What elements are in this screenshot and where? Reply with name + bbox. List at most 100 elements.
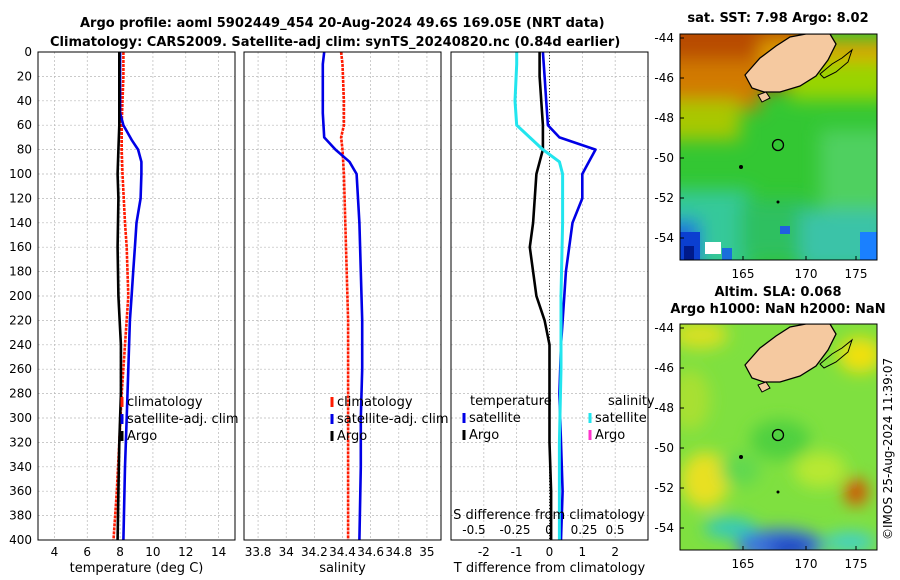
- top-x-tick-label: 0.5: [605, 523, 624, 537]
- y-tick-label: 360: [9, 484, 32, 498]
- y-tick-label: 340: [9, 460, 32, 474]
- y-tick-label: 120: [9, 191, 32, 205]
- y-tick-label: 180: [9, 265, 32, 279]
- x-tick-label: 4: [51, 545, 59, 559]
- map-lat-label: -48: [654, 111, 674, 125]
- y-tick-label: 60: [17, 118, 32, 132]
- legend-label: Argo: [469, 428, 499, 443]
- map-lat-label: -44: [654, 31, 674, 45]
- series-line-temperature-argo: [528, 52, 553, 540]
- sla-map-title: Altim. SLA: 0.068: [715, 285, 842, 300]
- map-lon-label: 175: [845, 267, 868, 281]
- top-x-tick-label: -0.5: [462, 523, 485, 537]
- sla-map-subtitle: Argo h1000: NaN h2000: NaN: [670, 302, 885, 317]
- legend-label: climatology: [127, 395, 203, 410]
- top-x-axis-label: S difference from climatology: [453, 508, 645, 523]
- series-line-satellite-adj-clim: [321, 51, 364, 541]
- x-tick-label: 10: [145, 545, 160, 559]
- legend-label: satellite-adj. clim: [127, 412, 239, 427]
- temperature-profile-panel: 4 6 8 10 12 140204060801001201401601802002202…: [9, 45, 239, 576]
- map-lat-label: -48: [654, 401, 674, 415]
- x-tick-label: 0: [546, 545, 554, 559]
- legend-temperature-title: temperature: [470, 394, 552, 409]
- y-tick-label: 40: [17, 94, 32, 108]
- y-tick-label: 220: [9, 313, 32, 327]
- map-lon-label: 165: [732, 557, 755, 571]
- salinity-profile-panel: 33.8 34 34.2 34.4 34.6 34.8 35 salinity climatol…: [243, 51, 449, 576]
- map-lon-label: 170: [795, 557, 818, 571]
- map-lat-label: -46: [654, 361, 674, 375]
- x-tick-label: 8: [116, 545, 124, 559]
- legend-label: climatology: [337, 395, 413, 410]
- x-tick-label: 33.8: [245, 545, 272, 559]
- series-line-climatology: [339, 51, 350, 540]
- plot-frame: [243, 51, 442, 541]
- x-tick-label: 12: [178, 545, 193, 559]
- top-x-tick-label: 0.25: [571, 523, 598, 537]
- sst-map: sat. SST: 7.98 Argo: 8.02: [654, 11, 878, 281]
- map-lon-label: 170: [795, 267, 818, 281]
- y-tick-label: 80: [17, 143, 32, 157]
- y-tick-label: 280: [9, 387, 32, 401]
- figure-title-line2: Climatology: CARS2009. Satellite-adj cli…: [50, 35, 620, 50]
- y-tick-label: 140: [9, 216, 32, 230]
- y-tick-label: 240: [9, 338, 32, 352]
- legend-label: satellite-adj. clim: [337, 412, 449, 427]
- x-tick-label: 14: [211, 545, 226, 559]
- y-tick-label: 100: [9, 167, 32, 181]
- x-tick-label: -2: [478, 545, 490, 559]
- x-axis-label: salinity: [319, 561, 366, 576]
- legend-label: Argo: [595, 428, 625, 443]
- x-axis-label: T difference from climatology: [453, 561, 646, 576]
- x-tick-label: 34.6: [357, 545, 384, 559]
- y-tick-label: 0: [24, 45, 32, 59]
- map-lat-label: -54: [654, 521, 674, 535]
- y-tick-label: 20: [17, 69, 32, 83]
- credit-text: ©IMOS 25-Aug-2024 11:39:07: [881, 358, 895, 540]
- figure-title-line1: Argo profile: aoml 5902449_454 20-Aug-20…: [80, 16, 605, 31]
- y-tick-label: 260: [9, 362, 32, 376]
- sst-map-title: sat. SST: 7.98 Argo: 8.02: [687, 11, 868, 26]
- x-tick-label: 2: [611, 545, 619, 559]
- legend-salinity-title: salinity: [608, 394, 655, 409]
- y-tick-label: 400: [9, 533, 32, 547]
- sla-map: Altim. SLA: 0.068 Argo h1000: NaN h2000:…: [654, 285, 885, 571]
- legend-label: satellite: [469, 411, 521, 426]
- map-lat-label: -50: [654, 151, 674, 165]
- sst-map-axes: 165 170 175 -44 -46 -48 -50 -52 -54: [654, 31, 867, 281]
- sla-map-axes: 165 170 175 -44 -46 -48 -50 -52 -54: [654, 321, 867, 571]
- plot-frame: [37, 51, 236, 541]
- x-tick-label: 34.8: [385, 545, 412, 559]
- map-lat-label: -54: [654, 231, 674, 245]
- y-tick-label: 300: [9, 411, 32, 425]
- plot-frame: [450, 51, 649, 541]
- map-lat-label: -52: [654, 481, 674, 495]
- y-tick-label: 200: [9, 289, 32, 303]
- series-line-satellite-adj-clim: [118, 52, 143, 541]
- map-lon-label: 165: [732, 267, 755, 281]
- x-axis-label: temperature (deg C): [70, 561, 204, 576]
- legend-label: satellite: [595, 411, 647, 426]
- x-tick-label: -1: [511, 545, 523, 559]
- y-tick-label: 320: [9, 435, 32, 449]
- x-tick-label: 6: [83, 545, 91, 559]
- difference-profile-panel: -2 -1 0 1 2 T difference from climatology temp…: [450, 51, 655, 576]
- map-lat-label: -46: [654, 71, 674, 85]
- y-tick-label: 160: [9, 240, 32, 254]
- map-lat-label: -44: [654, 321, 674, 335]
- x-tick-label: 34.2: [301, 545, 328, 559]
- legend-label: Argo: [337, 429, 367, 444]
- map-lon-label: 175: [845, 557, 868, 571]
- y-tick-label: 380: [9, 509, 32, 523]
- top-x-tick-label: 0: [545, 523, 553, 537]
- series-line-salinity-satellite: [513, 52, 565, 540]
- top-x-tick-label: -0.25: [499, 523, 530, 537]
- map-lat-label: -50: [654, 441, 674, 455]
- x-tick-label: 35: [419, 545, 434, 559]
- legend-label: Argo: [127, 429, 157, 444]
- map-lat-label: -52: [654, 191, 674, 205]
- x-tick-label: 34.4: [329, 545, 356, 559]
- x-tick-label: 34: [279, 545, 294, 559]
- x-tick-label: 1: [579, 545, 587, 559]
